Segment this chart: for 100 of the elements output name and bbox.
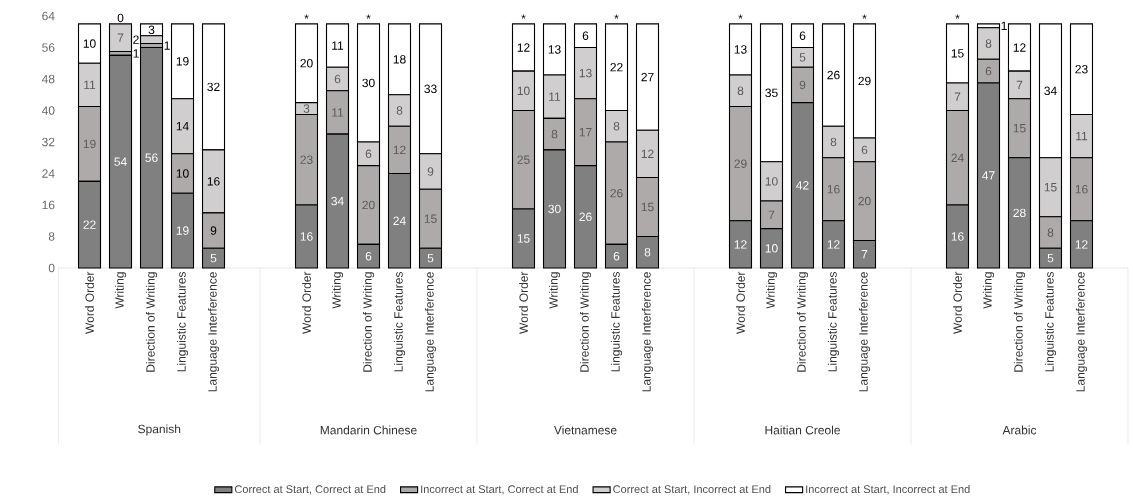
x-tick-label: Language Interference [424,272,437,392]
data-label: 12 [393,145,406,155]
x-tick-label: Word Order [519,271,528,334]
data-label: 6 [582,31,589,40]
annotation: * [862,14,867,19]
data-label: 22 [610,62,623,72]
x-tick-label: Language Interference [858,272,871,392]
legend-label: Incorrect at Start, Incorrect at End [806,485,970,495]
x-tick-label: Linguistic Features [610,271,623,372]
data-label: 22 [83,220,96,229]
y-tick-label: 64 [42,11,55,21]
text: Mandarin Chinese [320,425,417,435]
data-label: 9 [427,167,434,176]
data-label: 8 [551,129,558,139]
data-label: 13 [579,68,592,78]
data-label: 9 [210,226,217,235]
data-label: 56 [145,153,158,162]
data-label: 5 [210,253,217,263]
data-label: 33 [424,84,437,94]
data-label: 11 [332,108,344,117]
data-label: 16 [827,184,840,194]
x-tick-label: Linguistic Features [1044,271,1057,372]
x-tick-label: Word Order [953,271,962,334]
data-label: 8 [644,247,651,257]
data-label: 30 [548,204,561,214]
data-label: 12 [1075,240,1088,249]
data-label: 15 [951,49,964,58]
x-tick-label: Direction of Writing [796,272,809,372]
x-tick-label: Direction of Writing [579,272,592,372]
data-label: 3 [148,25,155,35]
x-tick-label: Writing [765,272,778,309]
x-tick-label: Linguistic Features [393,271,406,372]
data-label: 12 [734,240,747,249]
data-label: 7 [1016,80,1023,90]
data-label: 24 [393,216,406,225]
y-tick-label: 40 [41,106,55,115]
data-label: 15 [424,214,437,223]
data-label: 8 [737,86,744,96]
x-tick-label: Linguistic Features [827,271,840,372]
data-label: 15 [1044,183,1057,192]
y-tick-label: 56 [42,43,55,52]
data-label: 42 [796,181,809,190]
x-tick-label: Language Interference [207,272,220,392]
data-label: 10 [83,39,96,48]
data-label: 15 [641,202,654,212]
data-label: 9 [799,80,806,90]
data-label: 5 [799,53,806,62]
data-label: 6 [334,74,341,84]
x-tick-label: Language Interference [641,272,654,392]
x-tick-label: Linguistic Features [176,271,189,372]
data-label: 2 [133,35,139,44]
data-label: 26 [610,188,623,198]
data-label: 12 [517,43,530,52]
data-label: 10 [176,169,189,178]
data-label: 6 [365,149,372,159]
data-label: 13 [734,45,747,54]
text: Spanish [138,424,181,436]
bar [108,54,133,269]
data-label: 8 [613,122,620,131]
x-tick-label: Direction of Writing [362,272,375,372]
text: Vietnamese [553,425,617,435]
data-label: 8 [396,106,403,115]
data-label: 29 [858,76,871,86]
data-label: 19 [83,139,96,149]
data-label: 6 [613,251,620,261]
data-label: 6 [799,31,806,40]
data-label: 30 [362,78,375,88]
data-label: 8 [1047,228,1054,237]
data-label: 11 [549,92,561,101]
data-label: 1 [1001,21,1007,30]
y-tick-label: 48 [41,74,55,84]
data-label: 26 [579,212,592,222]
data-label: 20 [362,200,375,210]
annotation: * [366,14,371,19]
text: Haitian Creole [765,425,840,435]
annotation: * [738,14,743,19]
data-label: 12 [827,240,840,249]
data-label: 34 [1044,86,1057,96]
data-label: 1 [133,49,139,58]
data-label: 29 [734,159,747,168]
data-label: 10 [765,177,778,186]
data-label: 3 [303,104,310,113]
data-label: 19 [176,226,189,235]
bar [108,23,133,52]
data-label: 18 [393,55,406,64]
x-tick-label: Writing [331,272,344,309]
data-label: 16 [300,232,313,241]
x-tick-label: Direction of Writing [1013,272,1026,372]
data-label: 17 [579,128,592,137]
y-tick-label: 16 [42,200,55,210]
data-label: 12 [641,149,654,158]
data-label: 16 [207,177,220,186]
data-label: 25 [517,155,530,164]
data-label: 23 [300,155,313,164]
data-label: 23 [1075,64,1088,74]
x-tick-label: Writing [982,272,995,309]
data-label: 8 [985,39,992,48]
data-label: 34 [331,196,344,206]
annotation: * [521,14,526,19]
data-label: 19 [176,57,189,66]
